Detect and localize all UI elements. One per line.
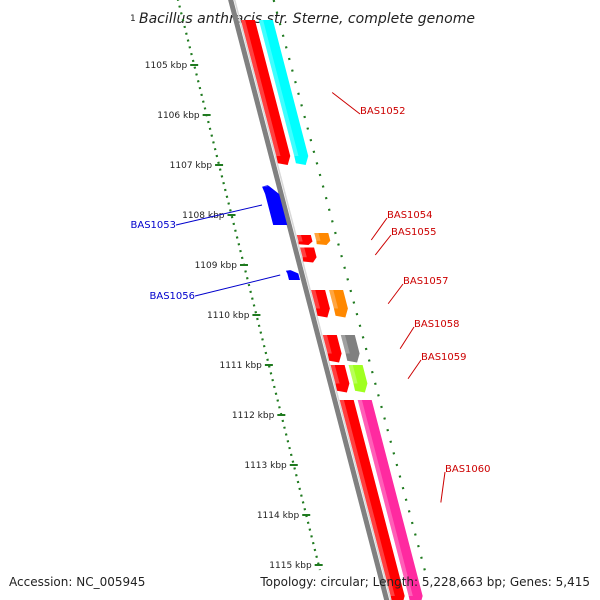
cds-bas1059-shine <box>348 365 358 384</box>
gene-bas1055-shine <box>300 247 307 258</box>
gene-bas1057[interactable] <box>311 290 330 318</box>
gene-bas1059-body[interactable] <box>330 365 350 393</box>
gene-bas1052-body[interactable] <box>240 20 291 165</box>
gene-bas1058-shine <box>322 335 332 354</box>
ruler-tick-label: 1107 kbp <box>170 161 213 171</box>
gene-labels: BAS1052 BAS1053 BAS1054 BAS1055 BAS1056 BAS10… <box>131 92 491 503</box>
ruler-tick-label: 1109 kbp <box>195 261 238 271</box>
gene-bas1055[interactable] <box>300 247 317 263</box>
ruler-tick-label: 1108 kbp <box>182 211 225 221</box>
gene-bas1052-shine <box>240 20 281 156</box>
cds-bas1054-body[interactable] <box>314 233 331 245</box>
cds-bas1057-shine <box>329 290 339 309</box>
gene-bas1056-body[interactable] <box>285 270 300 280</box>
gene-label-bas1060[interactable]: BAS1060 <box>445 464 491 475</box>
gene-bas1054-body[interactable] <box>296 235 313 245</box>
gene-bas1053-shine <box>262 185 272 187</box>
gene-bas1060-shine <box>339 400 395 596</box>
label-leader-bas1060 <box>440 471 446 503</box>
label-leader-bas1055 <box>374 234 392 256</box>
gene-bas1057-body[interactable] <box>311 290 330 318</box>
gene-bas1055-body[interactable] <box>300 247 317 263</box>
coordinate-ruler: 1105 kbp 1106 kbp 1107 kbp 1108 kbp 1109 kbp… <box>145 0 429 581</box>
ruler-tick-label: 1110 kbp <box>207 311 250 321</box>
gene-bas1060-body[interactable] <box>339 400 405 600</box>
cds-bas1057-body[interactable] <box>329 290 348 318</box>
gene-label-bas1059[interactable]: BAS1059 <box>421 352 467 363</box>
gene-bas1054-shine <box>296 235 303 242</box>
cds-bas1052-body[interactable] <box>258 20 309 165</box>
cds-bas1058-shine <box>340 335 350 354</box>
gene-features <box>240 20 423 600</box>
ruler-tick-label: 1115 kbp <box>269 561 312 571</box>
cds-bas1054[interactable] <box>314 233 331 245</box>
label-leader-bas1053 <box>175 204 263 226</box>
cds-bas1058[interactable] <box>340 335 360 363</box>
backbone-highlight <box>233 0 392 600</box>
ruler-minor-ticks <box>272 0 429 581</box>
cds-bas1059[interactable] <box>348 365 368 393</box>
cds-bas1060-shine <box>357 400 413 596</box>
gene-label-bas1057[interactable]: BAS1057 <box>403 276 449 287</box>
gene-label-bas1058[interactable]: BAS1058 <box>414 319 460 330</box>
ruler-tick-label: 1113 kbp <box>244 461 287 471</box>
gene-bas1057-shine <box>311 290 321 309</box>
gene-bas1056[interactable] <box>285 270 300 280</box>
label-leader-bas1052 <box>331 92 361 115</box>
gene-label-bas1053[interactable]: BAS1053 <box>131 220 177 231</box>
label-leader-bas1057 <box>387 283 404 305</box>
ruler-tick-label: 1106 kbp <box>157 111 200 121</box>
cds-bas1057[interactable] <box>329 290 348 318</box>
gene-bas1058-body[interactable] <box>322 335 342 363</box>
gene-label-bas1052[interactable]: BAS1052 <box>360 106 406 117</box>
gene-bas1058[interactable] <box>322 335 342 363</box>
ruler-track <box>176 0 321 571</box>
label-leader-bas1059 <box>407 359 422 380</box>
ruler-tick-label: 1112 kbp <box>232 411 275 421</box>
title-position-marker: 1 <box>130 14 136 24</box>
backbone-line <box>228 0 390 600</box>
gene-bas1059-shine <box>330 365 340 384</box>
cds-bas1058-body[interactable] <box>340 335 360 363</box>
gene-label-bas1056[interactable]: BAS1056 <box>150 291 196 302</box>
gene-bas1053-body[interactable] <box>262 185 288 225</box>
gene-bas1054[interactable] <box>296 235 313 245</box>
gene-bas1059[interactable] <box>330 365 350 393</box>
cds-bas1052-shine <box>258 20 299 156</box>
gene-bas1056-shine <box>285 270 294 271</box>
gene-bas1052[interactable] <box>240 20 291 165</box>
genome-backbone <box>228 0 392 600</box>
ruler-tick-label: 1105 kbp <box>145 61 188 71</box>
cds-bas1052[interactable] <box>258 20 309 165</box>
cds-bas1060[interactable] <box>357 400 423 600</box>
cds-bas1060-body[interactable] <box>357 400 423 600</box>
genome-summary: Topology: circular; Length: 5,228,663 bp… <box>260 575 590 589</box>
label-leader-bas1058 <box>399 326 415 350</box>
ruler-tick-label: 1111 kbp <box>219 361 262 371</box>
label-leader-bas1056 <box>194 274 281 297</box>
gene-bas1060[interactable] <box>339 400 405 600</box>
gene-label-bas1054[interactable]: BAS1054 <box>387 210 433 221</box>
gene-bas1053[interactable] <box>262 185 288 225</box>
accession-label: Accession: NC_005945 <box>9 575 146 589</box>
gene-label-bas1055[interactable]: BAS1055 <box>391 227 437 238</box>
cds-bas1054-shine <box>314 233 321 241</box>
cds-bas1059-body[interactable] <box>348 365 368 393</box>
ruler-tick-label: 1114 kbp <box>257 511 300 521</box>
label-leader-bas1054 <box>370 217 388 241</box>
genome-title: Bacillus anthracis str. Sterne, complete… <box>139 11 475 27</box>
